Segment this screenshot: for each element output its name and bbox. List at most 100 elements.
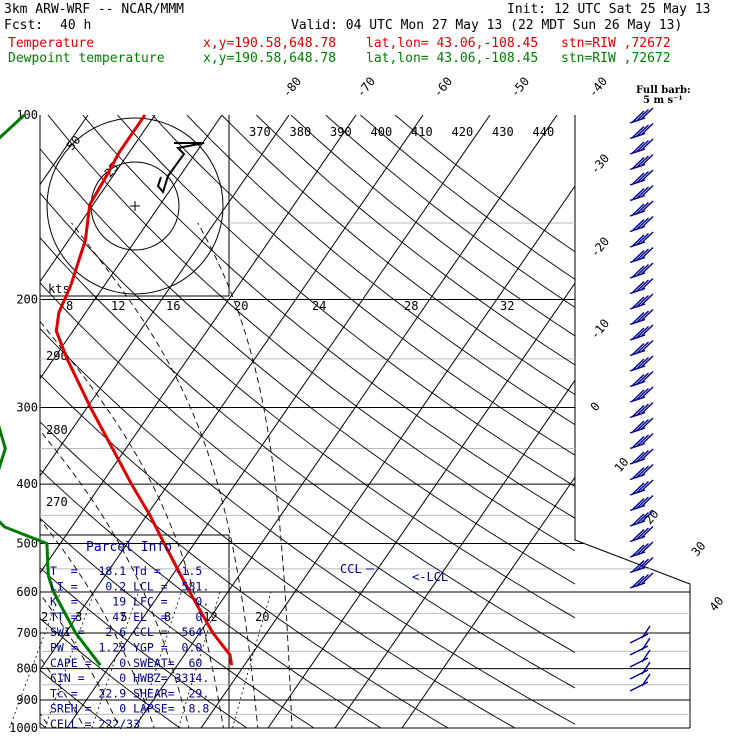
full-barb-units: 5 m s⁻¹ (643, 95, 683, 106)
lcl-label: <-LCL (412, 570, 448, 584)
hodograph-axis-label: 8 (66, 299, 73, 313)
pressure-label-400: 400 (16, 477, 38, 491)
wind-barb (629, 262, 654, 279)
mixing-ratio-line (9, 591, 61, 729)
wind-barb (629, 277, 654, 295)
dry-adiabat (82, 115, 575, 519)
mixing-ratio-line (232, 591, 272, 729)
pressure-label-1000: 1000 (9, 721, 38, 735)
dry-adiabat (40, 282, 575, 689)
pressure-label-600: 600 (16, 585, 38, 599)
dry-adiabat (255, 115, 575, 366)
dry-adiabat (151, 115, 575, 456)
dry-adiabat (40, 617, 181, 728)
pressure-label-800: 800 (16, 662, 38, 676)
isotherm (334, 379, 575, 728)
parcel-info-title: Parcel Info (86, 540, 172, 555)
valid-time: Valid: 04 UTC Mon 27 May 13 (22 MDT Sun … (291, 18, 683, 33)
wind-barb (629, 324, 654, 341)
wind-barb (629, 246, 654, 264)
hodograph-axis-label: 16 (166, 299, 180, 313)
theta-e-label: 430 (492, 125, 514, 139)
isotherm-label: 30 (689, 539, 709, 559)
theta-e-label: 400 (371, 125, 393, 139)
parcel-info-row: CELL = 222/33 (50, 717, 140, 731)
dry-adiabat (40, 327, 575, 725)
isotherm-label: -50 (508, 74, 533, 100)
isotherm (40, 115, 290, 477)
isotherm-label: -10 (588, 316, 613, 342)
init-time: Init: 12 UTC Sat 25 May 13 (507, 2, 711, 17)
temperature-legend-station: stn=RIW ,72672 (561, 36, 671, 51)
wind-barb (629, 494, 654, 512)
dry-adiabat (394, 115, 575, 253)
isotherm (267, 282, 575, 728)
theta-e-label: 370 (249, 125, 271, 139)
dry-adiabat (40, 567, 248, 728)
parcel-info-row: T = 18.1 Td = -1.5 (50, 564, 202, 578)
hodograph-units-label: kts (48, 282, 70, 296)
dry-adiabat-label: 290 (46, 349, 68, 363)
wind-barb (629, 463, 654, 481)
temperature-trace (54, 114, 234, 666)
wind-barb (629, 401, 654, 419)
pressure-label-300: 300 (16, 400, 38, 414)
wind-barb (629, 231, 654, 248)
hodograph-axis-label: 12 (111, 299, 125, 313)
isotherm (401, 476, 575, 728)
dry-adiabat (325, 115, 575, 308)
theta-e-label: 420 (452, 125, 474, 139)
isotherm-label: 40 (707, 594, 727, 614)
wind-barb (629, 293, 654, 310)
moist-adiabat (197, 222, 293, 728)
wind-barb (629, 169, 654, 186)
isotherm-label: -30 (588, 151, 613, 177)
wind-barb (629, 107, 654, 124)
dry-adiabat-label: 270 (46, 495, 68, 509)
theta-e-label: 410 (411, 125, 433, 139)
mixing-ratio-label: 2 (41, 610, 48, 624)
parcel-info-row: CIN = 0 HWBZ= 3314. (50, 671, 209, 685)
parcel-info-row: TT = 47 EL = 0. (50, 610, 209, 624)
wind-barb (629, 572, 654, 589)
moist-adiabat (40, 429, 190, 728)
dry-adiabat (117, 115, 575, 487)
dry-adiabat (40, 517, 315, 728)
isotherm (66, 115, 491, 728)
isotherm-label: 0 (588, 399, 603, 414)
wind-barb (629, 184, 654, 202)
dewpoint-trace (0, 113, 102, 667)
isotherm-label: -70 (354, 74, 379, 100)
dry-adiabat (40, 669, 114, 728)
hodograph-speed-axis: 8 12 16 20 24 28 32 (66, 299, 514, 313)
moist-adiabat (71, 222, 259, 728)
temperature-legend-label: Temperature (8, 36, 95, 51)
dewpoint-legend-station: stn=RIW ,72672 (561, 51, 671, 66)
moist-adiabats (40, 222, 293, 728)
isotherm (40, 115, 357, 574)
hodograph-axis-label: 24 (312, 299, 326, 313)
isobars (40, 222, 690, 729)
dewpoint-legend-latlon: lat,lon= 43.06,-108.45 (366, 51, 539, 66)
isotherms (40, 115, 575, 728)
wind-barb (629, 673, 651, 692)
hodograph-axis-label: 20 (234, 299, 248, 313)
dry-adiabat (360, 115, 575, 280)
full-barb-note: Full barb: (636, 85, 691, 96)
mixing-ratio-label: 5 (120, 610, 127, 624)
parcel-info-row: SREH = 0 LAPSE= 8.8 (50, 702, 209, 716)
dry-adiabats (40, 115, 575, 728)
isotherm-label: 10 (612, 455, 632, 475)
model-title: 3km ARW-WRF -- NCAR/MMM (4, 2, 185, 17)
forecast-hour: 40 h (60, 18, 92, 33)
wind-barb (629, 308, 654, 326)
parcel-info-row: SWI = 2.6 CCL = 564. (50, 625, 209, 639)
wind-barb (629, 386, 654, 403)
dry-adiabat (40, 469, 382, 728)
wind-barb (629, 339, 654, 357)
dry-adiabat (40, 147, 575, 585)
dry-adiabat (221, 115, 575, 396)
pressure-label-500: 500 (16, 536, 38, 550)
dry-adiabat (40, 374, 516, 728)
